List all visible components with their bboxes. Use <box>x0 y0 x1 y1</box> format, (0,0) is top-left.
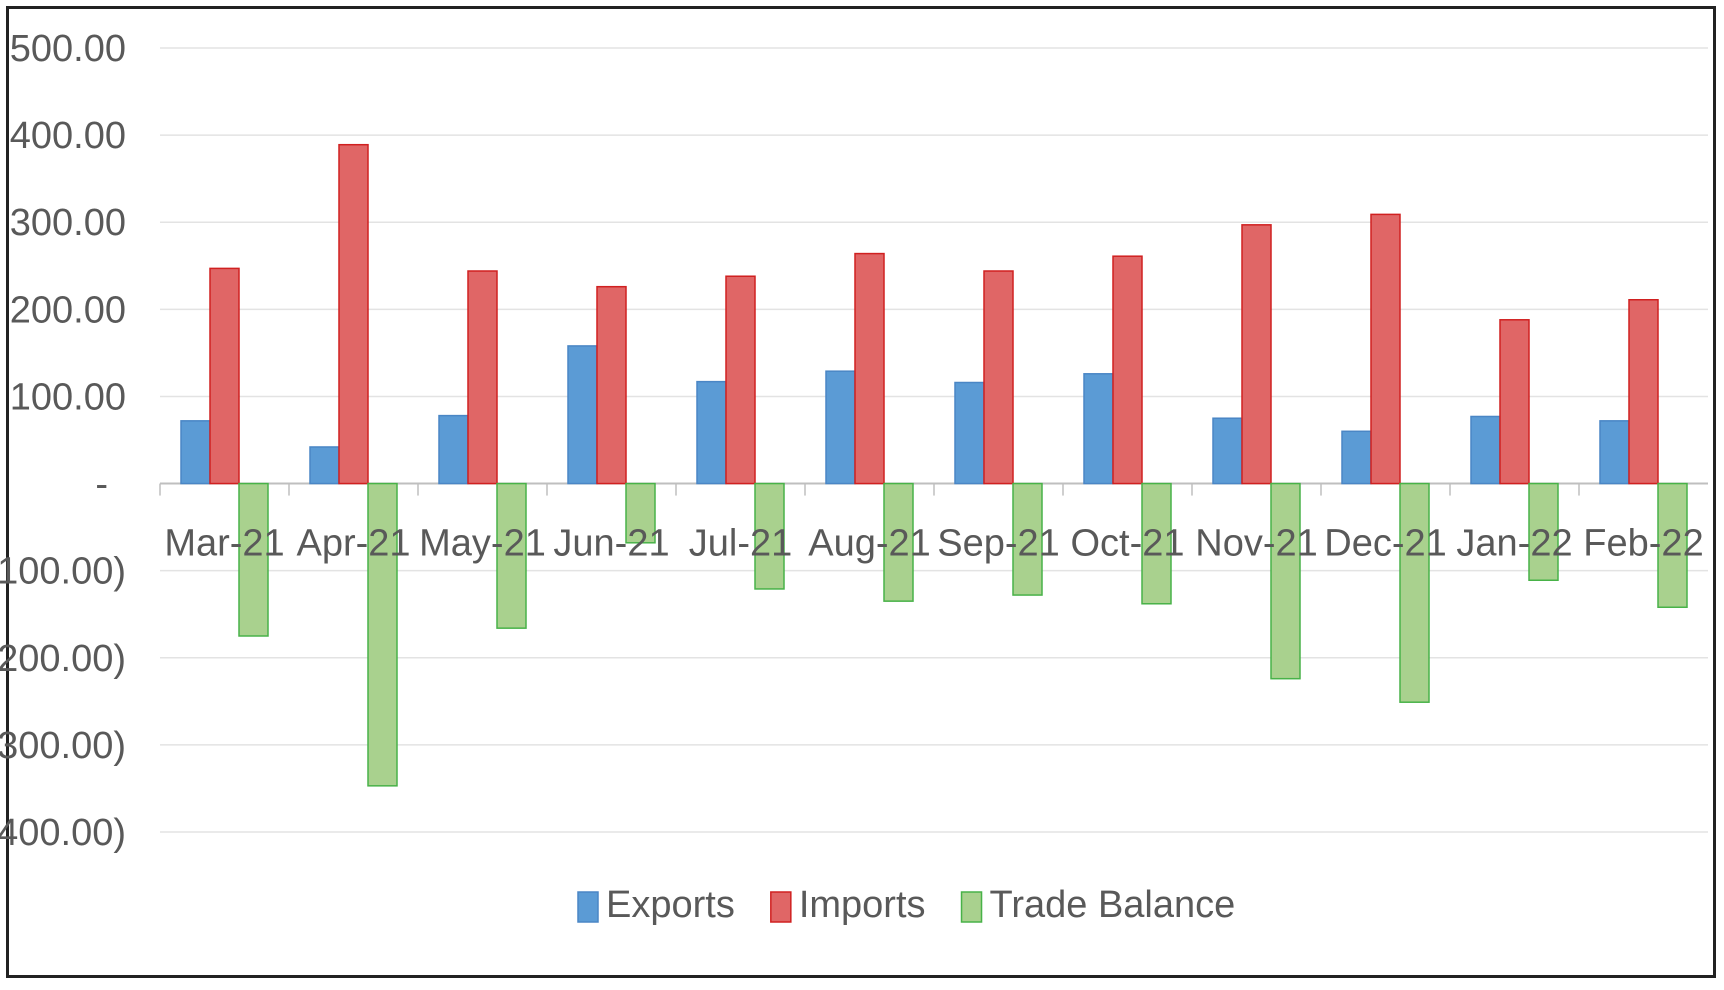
bar-exports <box>1212 417 1243 485</box>
bar-trade-balance <box>754 482 785 590</box>
x-tick-label: Sep-21 <box>937 523 1060 565</box>
bar-exports <box>825 370 856 485</box>
x-tick-label: Jan-22 <box>1456 523 1572 565</box>
bar-exports <box>567 345 598 485</box>
y-tick-label: (300.00) <box>0 725 126 767</box>
bar-imports <box>1628 299 1659 485</box>
bar-exports <box>180 420 211 485</box>
legend-swatch <box>577 891 599 923</box>
legend: Exports Imports Trade Balance <box>577 884 1236 926</box>
y-axis-ticks: 500.00 400.00 300.00 200.00 100.00 - (100.00) (… <box>0 28 126 854</box>
legend-label: Trade Balance <box>990 884 1236 926</box>
bar-exports <box>1470 415 1501 485</box>
bar-exports <box>1599 420 1630 485</box>
y-tick-label: 500.00 <box>10 28 126 70</box>
x-tick-label: Dec-21 <box>1324 523 1447 565</box>
x-tick-label: Oct-21 <box>1070 523 1184 565</box>
bar-imports <box>854 252 885 485</box>
bar-exports <box>309 446 340 485</box>
bar-trade-balance <box>1657 482 1688 609</box>
x-tick-label: Aug-21 <box>808 523 931 565</box>
bar-imports <box>209 267 240 485</box>
bar-imports <box>1241 224 1272 485</box>
bar-trade-balance <box>883 482 914 602</box>
bar-trade-balance <box>1528 482 1559 581</box>
bar-imports <box>725 275 756 485</box>
bar-trade-balance <box>1399 482 1430 703</box>
bar-imports <box>467 270 498 485</box>
y-tick-label: 100.00 <box>10 376 126 418</box>
bar-exports <box>1341 430 1372 485</box>
x-tick-label: Nov-21 <box>1195 523 1318 565</box>
y-tick-label: 300.00 <box>10 202 126 244</box>
legend-label: Imports <box>799 884 926 926</box>
bar-exports <box>1083 373 1114 485</box>
bar-trade-balance <box>1012 482 1043 596</box>
x-tick-label: Jun-21 <box>553 523 669 565</box>
legend-swatch <box>960 891 983 923</box>
bar-imports <box>1370 213 1401 485</box>
bar-imports <box>1499 319 1530 485</box>
x-axis-ticks: Mar-21 Apr-21 May-21 Jun-21 Jul-21 Aug-21 Sep-… <box>164 523 1703 565</box>
x-tick-label: May-21 <box>419 523 546 565</box>
bar-imports <box>596 285 627 485</box>
x-tick-label: Jul-21 <box>689 523 793 565</box>
bar-exports <box>438 414 469 485</box>
bar-imports <box>1112 255 1143 485</box>
bars <box>180 143 1688 787</box>
y-tick-label: 400.00 <box>10 115 126 157</box>
bar-exports <box>954 381 985 485</box>
y-tick-label: 200.00 <box>10 289 126 331</box>
x-tick-label: Mar-21 <box>164 523 284 565</box>
y-tick-label: (400.00) <box>0 812 126 854</box>
legend-label: Exports <box>606 884 735 926</box>
bar-trade-balance <box>238 482 269 637</box>
bar-trade-balance <box>1141 482 1172 605</box>
y-tick-label: (200.00) <box>0 638 126 680</box>
legend-swatch <box>770 891 792 923</box>
bar-trade-balance <box>367 482 398 787</box>
bar-imports <box>338 143 369 485</box>
bar-imports <box>983 270 1014 485</box>
y-tick-label: (100.00) <box>0 551 126 593</box>
x-tick-label: Apr-21 <box>296 523 410 565</box>
y-tick-label: - <box>95 464 108 506</box>
bar-trade-balance <box>496 482 527 629</box>
bar-trade-balance <box>625 482 656 544</box>
chart-frame <box>6 6 1716 978</box>
bar-exports <box>696 380 727 485</box>
bar-trade-balance <box>1270 482 1301 680</box>
x-tick-label: Feb-22 <box>1583 523 1703 565</box>
gridlines <box>159 47 1708 833</box>
